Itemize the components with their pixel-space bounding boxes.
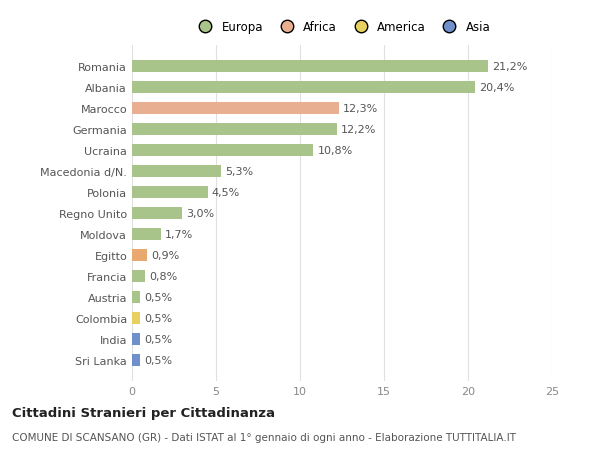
Text: 4,5%: 4,5% [212, 188, 240, 197]
Text: 12,2%: 12,2% [341, 125, 377, 134]
Text: 0,5%: 0,5% [145, 292, 173, 302]
Text: COMUNE DI SCANSANO (GR) - Dati ISTAT al 1° gennaio di ogni anno - Elaborazione T: COMUNE DI SCANSANO (GR) - Dati ISTAT al … [12, 432, 516, 442]
Bar [132, 145, 313, 157]
Text: 21,2%: 21,2% [493, 62, 528, 72]
Text: Cittadini Stranieri per Cittadinanza: Cittadini Stranieri per Cittadinanza [12, 406, 275, 419]
Text: 10,8%: 10,8% [317, 146, 353, 156]
Text: 3,0%: 3,0% [187, 208, 215, 218]
Text: 0,8%: 0,8% [149, 271, 178, 281]
Bar [132, 61, 488, 73]
Bar [132, 313, 140, 324]
Text: 0,5%: 0,5% [145, 313, 173, 323]
Bar [132, 354, 140, 366]
Text: 20,4%: 20,4% [479, 83, 514, 93]
Text: 0,5%: 0,5% [145, 334, 173, 344]
Text: 1,7%: 1,7% [165, 230, 193, 239]
Text: 12,3%: 12,3% [343, 104, 378, 114]
Text: 5,3%: 5,3% [225, 167, 253, 177]
Bar [132, 270, 145, 282]
Bar [132, 124, 337, 135]
Bar [132, 229, 161, 240]
Bar [132, 250, 147, 261]
Bar [132, 187, 208, 198]
Bar [132, 103, 338, 114]
Bar [132, 82, 475, 94]
Legend: Europa, Africa, America, Asia: Europa, Africa, America, Asia [191, 18, 493, 36]
Bar [132, 207, 182, 219]
Bar [132, 166, 221, 177]
Text: 0,5%: 0,5% [145, 355, 173, 365]
Text: 0,9%: 0,9% [151, 250, 179, 260]
Bar [132, 333, 140, 345]
Bar [132, 291, 140, 303]
